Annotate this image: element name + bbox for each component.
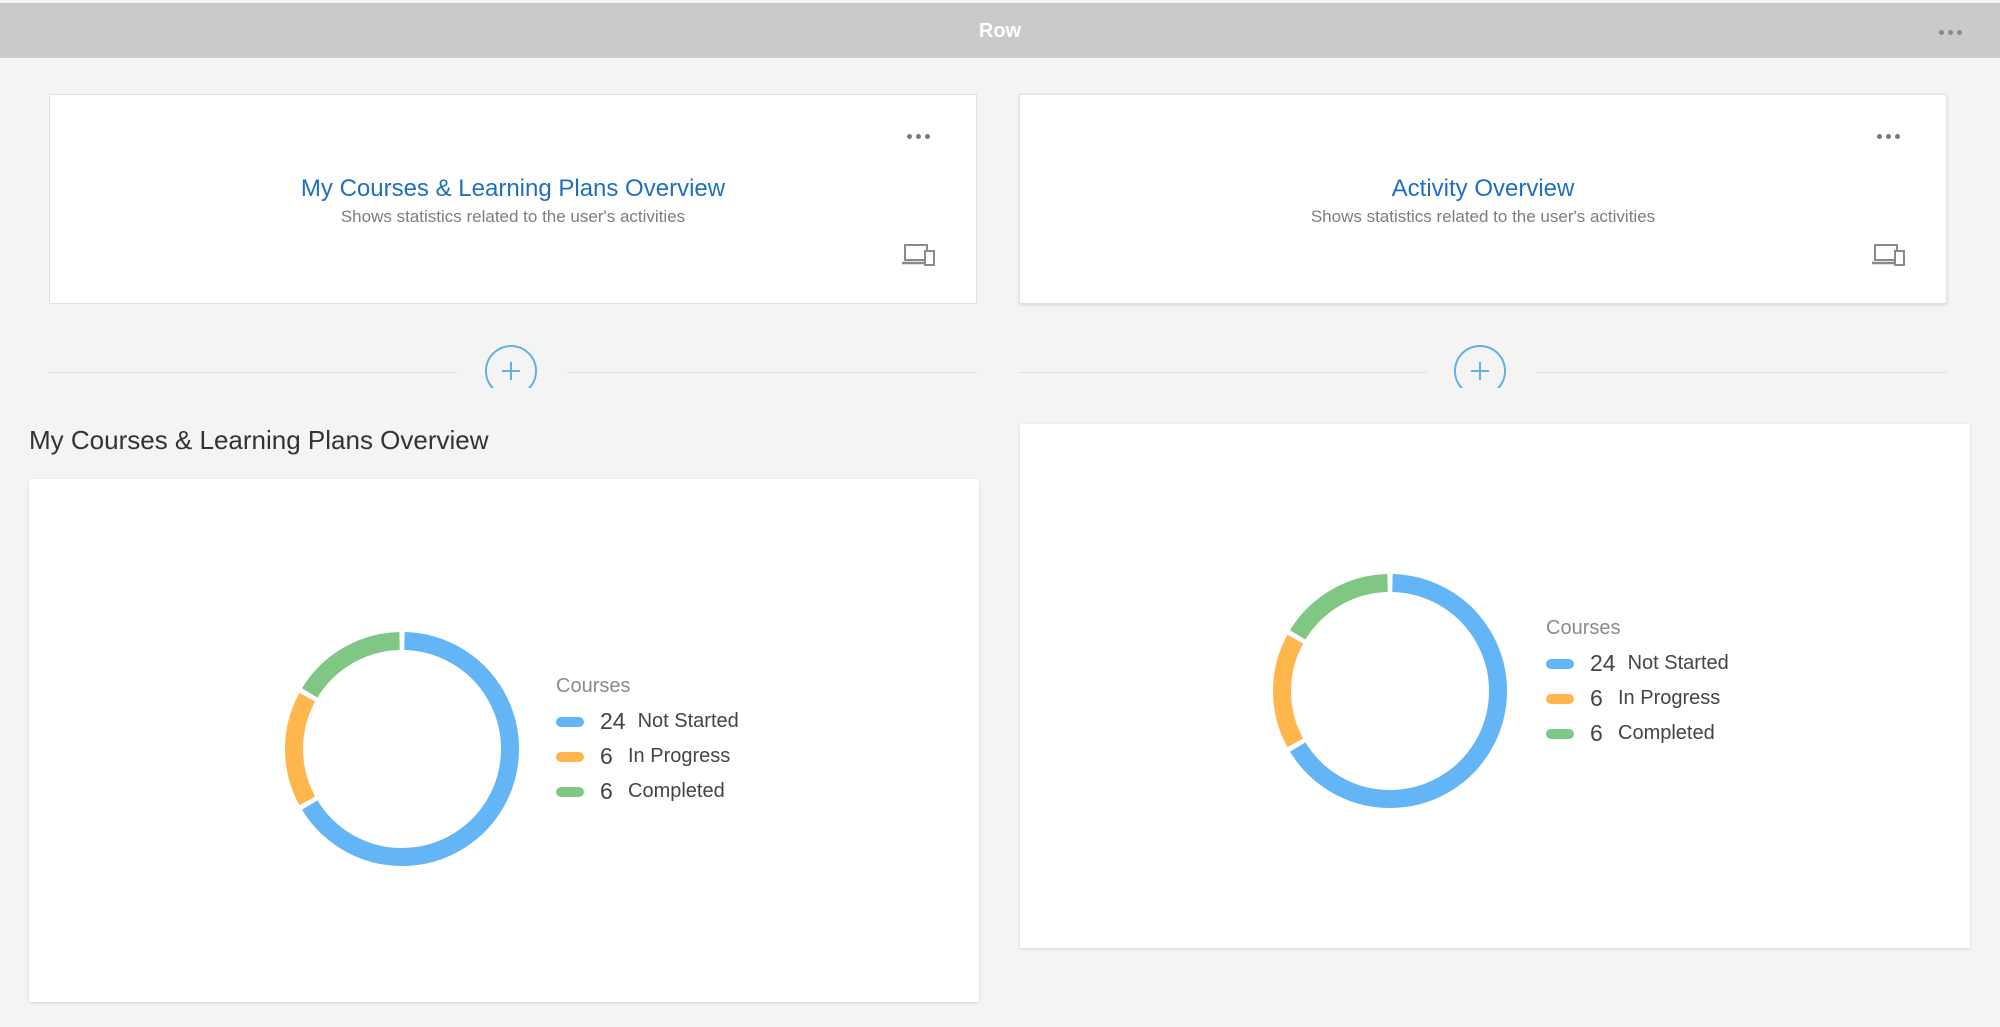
legend-swatch (556, 786, 584, 797)
legend-swatch (556, 751, 584, 762)
add-button-mask (1450, 388, 1510, 428)
divider (567, 372, 977, 373)
slice-not-started[interactable] (1290, 574, 1507, 808)
legend-value: 24 (600, 708, 626, 734)
legend-swatch (556, 716, 584, 727)
section-title: My Courses & Learning Plans Overview (29, 425, 489, 455)
legend-swatch (1546, 693, 1574, 704)
chart-card-courses: Courses 24 Not Started 6 In Progress 6 C… (29, 479, 979, 1002)
legend-item-in-progress: 6 In Progress (556, 739, 739, 774)
legend-swatch (1546, 658, 1574, 669)
legend-label: In Progress (628, 745, 731, 767)
row-title: Row (978, 20, 1022, 42)
chart-legend: Courses 24 Not Started 6 In Progress 6 C… (556, 675, 739, 809)
divider (1537, 372, 1947, 373)
legend-label: In Progress (1618, 687, 1721, 709)
widget-subtitle: Shows statistics related to the user's a… (340, 207, 686, 226)
widget-menu-icon[interactable] (1877, 134, 1900, 139)
slice-in-progress[interactable] (285, 692, 316, 806)
slice-completed[interactable] (302, 632, 400, 698)
slice-completed[interactable] (1290, 574, 1388, 640)
legend-value: 6 (1590, 685, 1603, 711)
legend-title: Courses (1546, 617, 1621, 639)
plus-icon (502, 362, 520, 380)
row-menu-icon[interactable] (1939, 30, 1962, 35)
device-preview-icon[interactable] (1872, 243, 1906, 267)
legend-title: Courses (556, 675, 631, 697)
legend-value: 24 (1590, 650, 1616, 676)
widget-subtitle: Shows statistics related to the user's a… (1310, 207, 1656, 226)
widget-card-activity[interactable]: Activity Overview Shows statistics relat… (1019, 94, 1947, 304)
legend-label: Not Started (637, 710, 739, 732)
legend-swatch (1546, 728, 1574, 739)
slice-in-progress[interactable] (1273, 634, 1304, 748)
widget-menu-icon[interactable] (907, 134, 930, 139)
donut-chart (1273, 574, 1507, 808)
legend-item-not-started: 24 Not Started (556, 704, 739, 739)
divider (49, 372, 457, 373)
chart-card-activity: Courses 24 Not Started 6 In Progress 6 C… (1020, 424, 1970, 948)
slice-not-started[interactable] (302, 632, 519, 866)
legend-item-not-started: 24 Not Started (1546, 646, 1729, 681)
legend-value: 6 (600, 778, 613, 804)
legend-item-in-progress: 6 In Progress (1546, 681, 1729, 716)
legend-item-completed: 6 Completed (556, 774, 739, 809)
legend-value: 6 (600, 743, 613, 769)
widget-title: Activity Overview (1391, 175, 1575, 202)
legend-item-completed: 6 Completed (1546, 716, 1729, 751)
legend-value: 6 (1590, 720, 1603, 746)
legend-label: Not Started (1627, 652, 1729, 674)
donut-chart (285, 632, 519, 866)
add-button-mask (481, 388, 541, 428)
row-header: Row (0, 3, 2000, 58)
plus-icon (1471, 362, 1489, 380)
legend-label: Completed (628, 780, 725, 802)
device-preview-icon[interactable] (902, 243, 936, 267)
widget-title: My Courses & Learning Plans Overview (300, 175, 726, 202)
chart-legend: Courses 24 Not Started 6 In Progress 6 C… (1546, 617, 1729, 751)
divider (1019, 372, 1427, 373)
legend-label: Completed (1618, 722, 1715, 744)
widget-card-courses[interactable]: My Courses & Learning Plans Overview Sho… (49, 94, 977, 304)
